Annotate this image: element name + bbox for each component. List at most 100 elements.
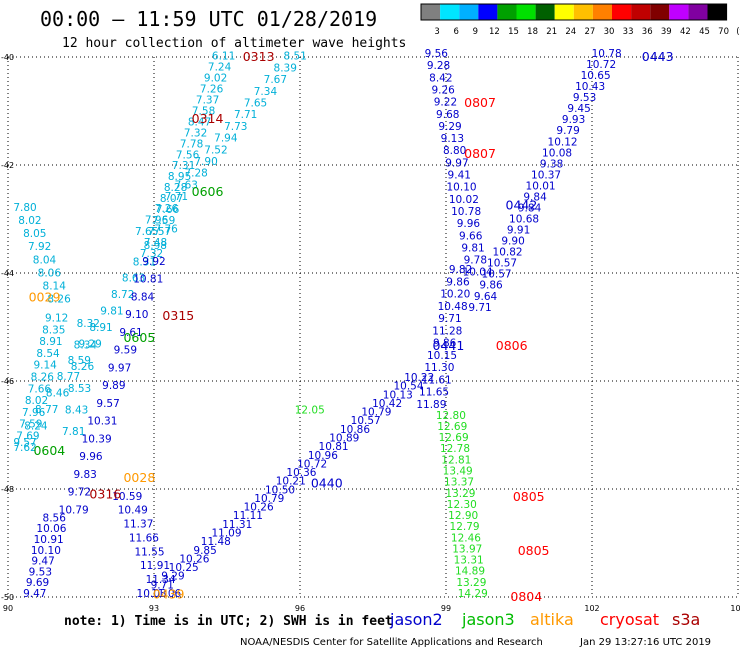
swh-value-s3a: 8.35	[42, 324, 65, 336]
swh-value-jason2: 10.42	[372, 398, 402, 410]
swh-value-s3a: 7.52	[204, 144, 227, 156]
track-time-label: 0315	[162, 308, 194, 323]
swh-value-s3a: 8.54	[36, 348, 60, 360]
track-time-label: 0314	[192, 111, 224, 126]
footer-timestamp: Jan 29 13:27:16 UTC 2019	[579, 637, 711, 648]
swh-value-jason2: 9.41	[448, 170, 471, 182]
swh-value-jason3: 12.81	[441, 454, 471, 466]
track-time-label: 0605	[123, 330, 155, 345]
swh-value-s3a: 7.59	[19, 419, 42, 431]
y-tick-label: -48	[1, 485, 14, 494]
swh-value-jason2: 10.15	[427, 350, 457, 362]
swh-value-jason2: 9.93	[562, 114, 585, 126]
y-tick-label: -42	[1, 161, 14, 170]
track-time-label: 0805	[513, 489, 545, 504]
swh-value-jason3: 12.30	[447, 499, 477, 511]
swh-value-s3a: 8.59	[68, 355, 91, 367]
swh-value-s3a: 8.05	[23, 228, 46, 240]
chart-subtitle: 12 hour collection of altimeter wave hei…	[62, 36, 406, 51]
swh-value-jason2: 10.03	[137, 588, 167, 600]
swh-value-jason3: 12.78	[440, 443, 470, 455]
swh-value-s3a: 8.26	[47, 294, 71, 306]
legend-jason3: jason3	[461, 610, 515, 629]
colorbar-swatch	[516, 4, 536, 20]
swh-value-s3a: 8.91	[89, 322, 112, 334]
swh-value-s3a: 8.02	[18, 215, 41, 227]
swh-value-s3a: 7.76	[154, 224, 178, 236]
swh-value-jason2: 10.81	[319, 441, 349, 453]
swh-value-jason2: 9.56	[425, 48, 449, 60]
swh-value-jason2: 11.06	[151, 588, 181, 600]
colorbar-label: 18	[527, 27, 538, 37]
swh-value-jason2: 9.61	[119, 327, 142, 339]
swh-value-s3a: 8.26	[71, 361, 95, 373]
swh-value-s3a: 7.57	[148, 226, 171, 238]
swh-value-jason2: 10.89	[329, 432, 359, 444]
swh-value-s3a: 8.46	[46, 388, 70, 400]
swh-value-jason3: 12.05	[295, 404, 325, 416]
track-time-label: 0606	[192, 184, 224, 199]
track-time-label: 0029	[29, 289, 61, 304]
swh-value-jason2: 9.66	[459, 230, 483, 242]
legend-cryosat: cryosat	[600, 610, 659, 629]
swh-value-jason2: 10.04	[463, 267, 493, 279]
swh-value-jason2: 11.55	[134, 546, 164, 558]
swh-value-s3a: 7.78	[180, 138, 203, 150]
swh-value-s3a: 9.29	[78, 338, 101, 350]
swh-value-jason2: 10.13	[383, 389, 413, 401]
swh-value-s3a: 7.28	[184, 168, 207, 180]
data-points: 6.117.249.027.267.377.588.477.327.787.56…	[13, 48, 621, 600]
swh-value-s3a: 7.71	[234, 109, 257, 121]
swh-value-jason2: 10.78	[592, 48, 622, 60]
swh-value-s3a: 9.14	[33, 360, 57, 372]
track-time-label: 0443	[642, 49, 674, 64]
footer-credit: NOAA/NESDIS Center for Satellite Applica…	[240, 637, 543, 648]
swh-value-jason3: 12.79	[450, 521, 480, 533]
swh-value-jason2: 10.79	[59, 504, 89, 516]
colorbar-label: 3	[434, 27, 439, 37]
swh-value-jason2: 9.86	[433, 338, 457, 350]
colorbar-swatch	[612, 4, 632, 20]
swh-value-jason2: 9.29	[438, 121, 461, 133]
track-time-label: 0805	[518, 543, 550, 558]
swh-value-jason2: 9.28	[427, 60, 450, 72]
swh-value-jason2: 9.64	[474, 291, 498, 303]
swh-value-jason2: 11.89	[416, 399, 446, 411]
swh-value-s3a: 7.65	[135, 226, 158, 238]
swh-value-jason3: 12.80	[436, 410, 466, 422]
swh-value-jason2: 8.42	[429, 72, 452, 84]
y-tick-label: -50	[1, 593, 14, 602]
track-time-label: 0439	[153, 586, 185, 601]
swh-value-s3a: 8.34	[74, 340, 98, 352]
colorbar-swatch	[421, 4, 441, 20]
colorbar-swatch	[592, 4, 612, 20]
legend-altika: altika	[530, 610, 574, 629]
swh-value-jason2: 8.84	[131, 291, 155, 303]
swh-value-jason3: 13.97	[452, 543, 482, 555]
swh-value-jason2: 9.53	[573, 92, 596, 104]
swh-value-jason2: 10.78	[451, 206, 481, 218]
swh-value-s3a: 9.02	[204, 73, 227, 85]
swh-value-s3a: 9.12	[45, 313, 68, 325]
swh-value-s3a: 7.24	[208, 62, 232, 74]
swh-value-jason3: 12.90	[448, 510, 478, 522]
swh-value-jason2: 11.66	[129, 532, 159, 544]
track-time-label: 0316	[89, 486, 121, 501]
swh-value-jason2: 9.91	[507, 225, 530, 237]
swh-value-s3a: 7.80	[13, 202, 36, 214]
colorbar-label: 21	[546, 27, 557, 37]
swh-value-jason3: 12.69	[439, 432, 469, 444]
swh-value-jason3: 14.29	[458, 588, 488, 600]
colorbar-swatch	[459, 4, 479, 20]
colorbar-label: 27	[584, 27, 595, 37]
swh-value-jason2: 8.56	[43, 512, 67, 524]
swh-value-jason2: 10.43	[575, 81, 605, 93]
swh-value-s3a: 7.26	[155, 203, 179, 215]
swh-value-jason2: 9.47	[31, 556, 54, 568]
colorbar-label: 45	[699, 27, 710, 37]
swh-value-jason2: 11.11	[233, 510, 263, 522]
swh-value-s3a: 7.67	[264, 74, 287, 86]
legend-s3a: s3a	[672, 610, 700, 629]
swh-value-s3a: 8.51	[283, 51, 306, 63]
swh-value-jason2: 10.37	[531, 169, 561, 181]
